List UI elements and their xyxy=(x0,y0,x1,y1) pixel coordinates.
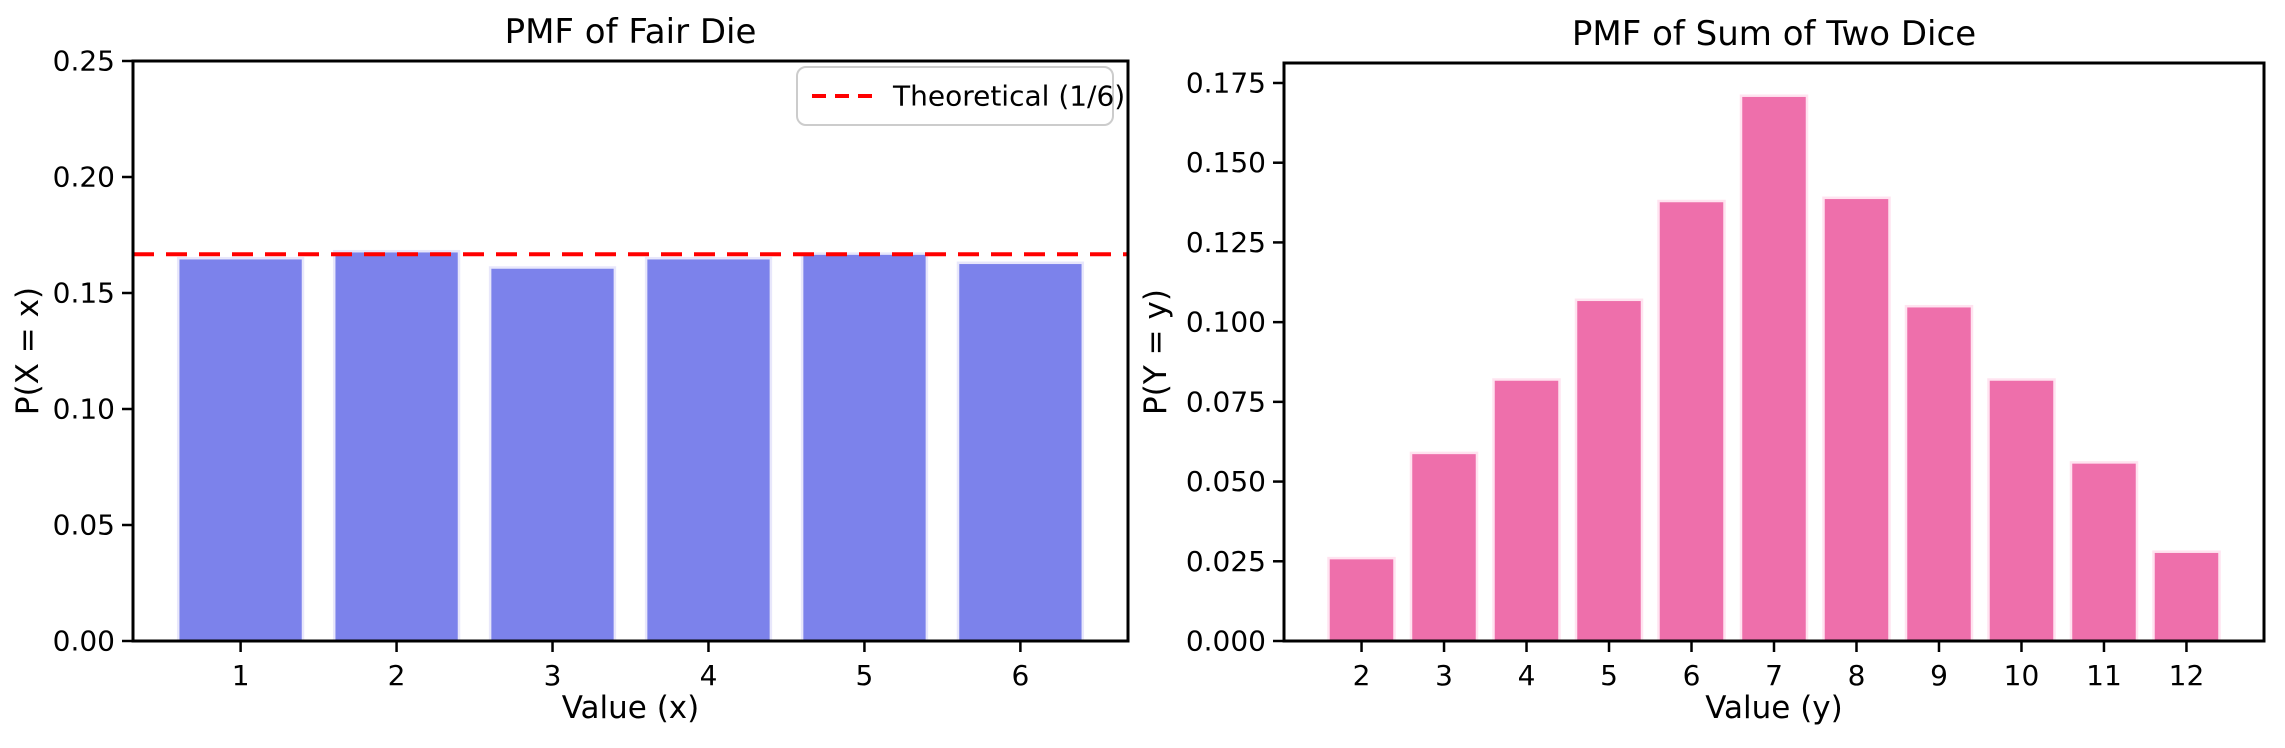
sum-two-dice-chart-bar-3 xyxy=(1409,451,1479,643)
sum-two-dice-chart-bar-11 xyxy=(2069,461,2139,643)
fair-die-chart-bar-4 xyxy=(644,256,773,643)
sum-two-dice-chart-bar-10 xyxy=(1987,378,2056,643)
fair-die-chart-ylabel: P(X = x) xyxy=(10,287,46,415)
fair-die-chart-xlabel: Value (x) xyxy=(562,690,700,726)
fair-die-chart-bar-2 xyxy=(332,249,461,643)
x-tick-label: 6 xyxy=(1011,659,1029,692)
sum-two-dice-chart-bar-7 xyxy=(1739,94,1809,643)
sum-two-dice-chart-bar-2 xyxy=(1327,556,1396,643)
x-tick-label: 3 xyxy=(1435,659,1453,692)
sum-two-dice-chart-bar-12 xyxy=(2152,550,2221,643)
y-tick-label: 0.00 xyxy=(53,625,115,658)
x-tick-label: 5 xyxy=(1600,659,1618,692)
y-tick-label: 0.25 xyxy=(53,45,115,78)
legend-box xyxy=(796,66,1114,126)
sum-two-dice-chart-bar-8 xyxy=(1822,196,1891,643)
y-tick-label: 0.000 xyxy=(1186,625,1266,658)
y-tick-label: 0.10 xyxy=(53,393,115,426)
fair-die-chart-bar-6 xyxy=(956,261,1085,643)
x-tick-label: 11 xyxy=(2086,659,2122,692)
x-tick-label: 12 xyxy=(2169,659,2205,692)
x-tick-label: 4 xyxy=(700,659,718,692)
y-tick-label: 0.075 xyxy=(1186,385,1266,418)
y-tick-label: 0.175 xyxy=(1186,66,1266,99)
y-tick-label: 0.050 xyxy=(1186,465,1266,498)
fair-die-chart-axes-box xyxy=(131,59,1130,643)
y-tick-label: 0.125 xyxy=(1186,226,1266,259)
legend: Theoretical (1/6) xyxy=(796,66,1125,126)
x-tick-label: 9 xyxy=(1930,659,1948,692)
x-tick-label: 2 xyxy=(388,659,406,692)
x-tick-label: 3 xyxy=(544,659,562,692)
y-tick-label: 0.100 xyxy=(1186,306,1266,339)
sum-two-dice-chart-bar-5 xyxy=(1574,298,1644,643)
x-tick-label: 5 xyxy=(856,659,874,692)
x-tick-label: 2 xyxy=(1353,659,1371,692)
y-tick-label: 0.025 xyxy=(1186,545,1266,578)
fair-die-chart-bar-3 xyxy=(488,266,617,643)
fair-die-chart-title: PMF of Fair Die xyxy=(505,12,757,52)
y-tick-label: 0.20 xyxy=(53,161,115,194)
x-tick-label: 4 xyxy=(1518,659,1536,692)
sum-two-dice-chart-title: PMF of Sum of Two Dice xyxy=(1572,14,1976,54)
y-tick-label: 0.15 xyxy=(53,277,115,310)
fair-die-chart-bar-5 xyxy=(800,252,929,643)
fair-die-chart-bar-1 xyxy=(176,256,305,643)
y-tick-label: 0.150 xyxy=(1186,146,1266,179)
sum-two-dice-chart: 0.000 0.025 0.050 0.075 0.100 0.125 0.150 0.175… xyxy=(1138,14,2266,726)
sum-two-dice-chart-bar-6 xyxy=(1657,199,1726,643)
x-tick-label: 10 xyxy=(2004,659,2040,692)
x-tick-label: 7 xyxy=(1765,659,1783,692)
sum-two-dice-chart-ylabel: P(Y = y) xyxy=(1138,289,1174,415)
fair-die-chart: 0.00 0.05 0.10 0.15 0.20 0.25 1 2 3 4 5 6 PMF of Fai… xyxy=(10,12,1130,726)
x-tick-label: 6 xyxy=(1683,659,1701,692)
legend-label: Theoretical (1/6) xyxy=(892,80,1125,113)
x-tick-label: 8 xyxy=(1848,659,1866,692)
y-tick-label: 0.05 xyxy=(53,509,115,542)
sum-two-dice-chart-bar-4 xyxy=(1492,378,1561,643)
sum-two-dice-chart-bar-9 xyxy=(1904,304,1974,643)
sum-two-dice-chart-xlabel: Value (y) xyxy=(1705,690,1843,726)
x-tick-label: 1 xyxy=(232,659,250,692)
